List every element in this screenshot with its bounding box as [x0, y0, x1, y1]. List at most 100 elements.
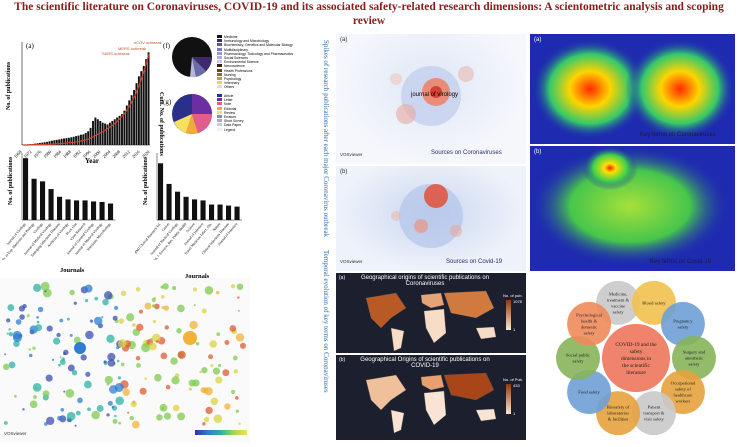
bar	[80, 135, 82, 145]
network-node	[75, 425, 77, 427]
network-node	[211, 398, 219, 406]
network-node	[177, 413, 185, 421]
network-node	[170, 357, 177, 364]
bar	[68, 138, 70, 145]
vosviewer-logo: VOSviewer	[340, 259, 363, 264]
network-node	[77, 398, 83, 404]
network-node	[36, 316, 39, 319]
network-node	[194, 304, 196, 306]
network-node	[224, 403, 230, 409]
network-node	[136, 356, 140, 360]
petal-label: & facilities	[608, 417, 629, 422]
bar	[148, 52, 150, 145]
network-node	[229, 325, 236, 332]
center-label: safety	[630, 348, 643, 355]
center-label: dimensions in	[621, 356, 651, 362]
network-node	[202, 422, 205, 425]
network-node	[63, 352, 66, 355]
legend-item: Others	[217, 85, 257, 89]
legend-min-a: 1	[513, 327, 515, 332]
legend-max-b: 433	[513, 383, 520, 388]
petal-label: Patient	[648, 405, 661, 410]
network-node	[91, 411, 99, 419]
petal-label: vaccine	[611, 303, 625, 308]
svg-text:No. of publications: No. of publications	[143, 156, 149, 205]
country-region	[444, 373, 494, 400]
node-label: journal of virology	[411, 92, 458, 98]
network-node	[215, 376, 222, 383]
bar	[143, 66, 145, 145]
figure-title: The scientific literature on Coronavirus…	[0, 0, 738, 28]
petal-label: domestic	[581, 324, 598, 329]
annotation-mers: MERS outbreak	[118, 46, 146, 51]
network-node	[131, 401, 137, 407]
petal-label: Pregnancy	[673, 318, 693, 323]
network-node	[153, 320, 156, 323]
country-region	[424, 391, 446, 425]
vosviewer-logo: VOSviewer	[340, 152, 363, 157]
network-node	[52, 359, 54, 361]
legend-scale-b	[506, 384, 511, 414]
caption-keyterms-a: Key terms on Coronaviruses	[640, 132, 716, 138]
journals-chart-1: No. of publications Journal of VirologyA…	[0, 145, 135, 260]
bar	[184, 197, 189, 220]
bar	[92, 121, 94, 145]
network-node	[76, 411, 81, 416]
network-node	[238, 423, 240, 425]
country-region	[391, 328, 404, 351]
bar	[49, 189, 54, 220]
bar	[107, 124, 109, 145]
network-node	[213, 367, 220, 374]
network-node	[140, 388, 147, 395]
network-node	[193, 287, 197, 291]
density-blob	[391, 211, 401, 221]
network-node	[144, 377, 147, 380]
petal-label: safety	[584, 330, 596, 335]
bar	[66, 199, 71, 220]
world-map-covid: (b) Geographical Origins of scientific p…	[336, 355, 526, 440]
network-node	[192, 379, 199, 386]
network-node	[201, 367, 207, 373]
network-node	[173, 405, 180, 412]
network-node	[97, 405, 104, 412]
country-region	[421, 375, 444, 390]
network-node	[224, 340, 229, 345]
network-node	[119, 318, 125, 324]
center-label: COVID-19 and the	[615, 342, 657, 348]
network-node	[210, 364, 213, 367]
network-node	[32, 347, 35, 350]
network-node	[59, 356, 61, 358]
side-text-2: Temporal evolution of key terms on Coron…	[322, 250, 330, 440]
bar	[145, 59, 147, 145]
network-node	[161, 352, 168, 359]
network-node	[69, 290, 74, 295]
journals-chart-2: No. of publications BMJ Clinical Researc…	[135, 145, 265, 260]
petal-label: safety	[689, 362, 701, 367]
network-node	[43, 390, 50, 397]
network-node	[87, 407, 91, 411]
network-node	[149, 342, 157, 350]
panel-label-a: (a)	[340, 37, 347, 43]
bar	[97, 119, 99, 145]
network-node	[189, 388, 192, 391]
network-node	[126, 313, 134, 321]
network-node	[139, 310, 143, 314]
bar	[75, 136, 77, 145]
network-node	[202, 388, 208, 394]
bar	[73, 137, 75, 145]
left-column: (a) No. of publications Cum. No. of publ…	[0, 30, 250, 443]
network-node	[222, 369, 229, 376]
network-node	[235, 396, 239, 400]
caption-keyterms-b: Key terms on Covid-19	[650, 259, 711, 265]
network-node	[231, 284, 235, 288]
keyterms-covid-heatmap: (b) Key terms on Covid-19	[530, 146, 735, 271]
journals-label-1: Journals	[60, 267, 84, 274]
bar	[175, 192, 180, 220]
network-node	[33, 383, 42, 392]
world-map-coronavirus: (a) Geographical origins of scientific p…	[336, 273, 526, 353]
network-node	[114, 415, 117, 418]
network-node	[105, 376, 113, 384]
vosviewer-logo: VOSviewer	[4, 431, 27, 436]
network-node	[132, 421, 140, 429]
